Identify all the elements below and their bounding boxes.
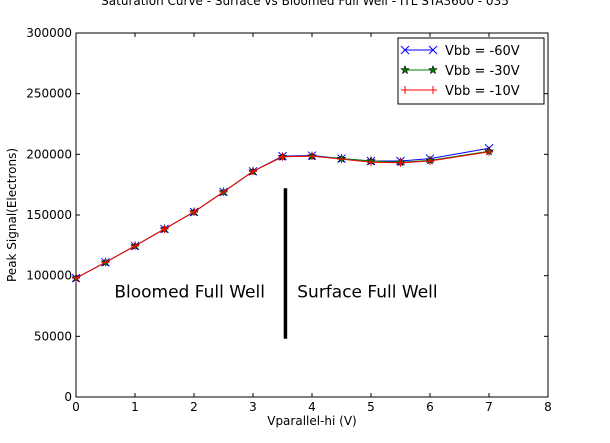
legend-label: Vbb = -30V	[445, 64, 520, 79]
data-point	[396, 158, 405, 167]
y-axis-label: Peak Signal(Electrons)	[5, 148, 19, 282]
legend-entry: Vbb = -10V	[401, 84, 520, 99]
data-point	[131, 241, 139, 250]
data-point	[219, 187, 228, 196]
legend-marker	[400, 64, 410, 75]
data-point	[485, 147, 493, 156]
data-point	[308, 152, 316, 161]
series-3	[72, 147, 493, 283]
data-point	[278, 152, 287, 161]
series-line	[75, 151, 490, 279]
legend-marker	[429, 86, 437, 94]
x-tick-label: 3	[249, 400, 257, 414]
y-tick-label: 300000	[26, 26, 72, 40]
data-point	[101, 258, 110, 267]
series-layer	[71, 143, 494, 283]
data-point	[249, 167, 257, 176]
legend-entry: Vbb = -30V	[400, 64, 520, 79]
y-tick-label: 0	[64, 390, 72, 404]
x-tick-label: 2	[190, 400, 198, 414]
data-point	[426, 157, 434, 166]
x-axis-ticks: 0 1 2 3 4 5 6 7 8	[72, 33, 552, 414]
chart-title: Saturation Curve - Surface vs Bloomed Fu…	[101, 0, 509, 8]
legend-box	[397, 37, 545, 105]
x-tick-label: 8	[544, 400, 552, 414]
annotation-text: Surface Full Well	[297, 283, 437, 303]
legend-label: Vbb = -10V	[445, 84, 520, 99]
data-point	[72, 274, 80, 283]
data-point	[367, 158, 375, 167]
x-tick-label: 6	[426, 400, 434, 414]
x-axis-label: Vparallel-hi (V)	[267, 414, 357, 428]
y-tick-label: 250000	[26, 87, 72, 101]
y-tick-label: 150000	[26, 208, 72, 222]
x-tick-label: 0	[72, 400, 80, 414]
x-tick-label: 4	[308, 400, 316, 414]
data-point	[190, 207, 198, 216]
legend-marker	[428, 45, 438, 55]
x-tick-label: 7	[485, 400, 493, 414]
data-point	[160, 224, 169, 233]
data-point	[337, 155, 346, 164]
y-tick-label: 100000	[26, 269, 72, 283]
annotation-text: Bloomed Full Well	[114, 283, 265, 303]
legend: Vbb = -60V Vbb = -30V Vbb = -10V	[397, 37, 545, 105]
y-tick-label: 200000	[26, 147, 72, 161]
legend-marker	[401, 86, 409, 94]
x-tick-label: 5	[367, 400, 375, 414]
legend-marker	[428, 64, 438, 75]
legend-label: Vbb = -60V	[445, 44, 520, 59]
y-tick-label: 50000	[34, 329, 72, 343]
legend-marker	[400, 45, 410, 55]
annotation-layer: Bloomed Full Well Surface Full Well	[114, 188, 438, 339]
y-axis-ticks: 0 50000 100000 150000 200000 250000 300000	[26, 26, 548, 404]
legend-entry: Vbb = -60V	[400, 44, 520, 59]
x-tick-label: 1	[131, 400, 139, 414]
